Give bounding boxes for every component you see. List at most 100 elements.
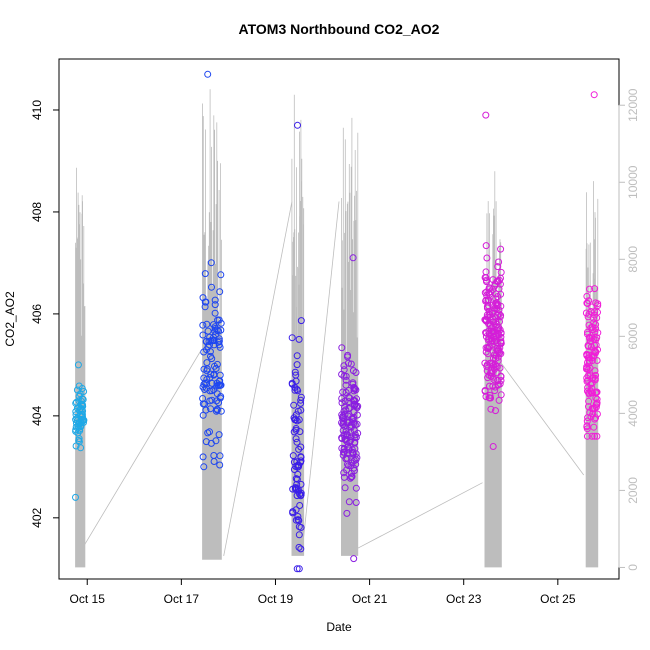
data-point xyxy=(338,344,346,352)
data-point xyxy=(584,343,592,350)
y-tick-label: 410 xyxy=(30,100,44,120)
data-point xyxy=(482,393,490,401)
data-point xyxy=(585,321,593,329)
data-point xyxy=(585,397,593,405)
data-point xyxy=(72,416,80,424)
data-point xyxy=(487,324,495,332)
data-point xyxy=(484,336,492,344)
co2-points xyxy=(72,70,602,573)
data-point xyxy=(292,371,300,379)
data-point xyxy=(594,329,602,337)
data-point xyxy=(350,385,358,393)
secondary-series-connector xyxy=(303,201,340,537)
data-point xyxy=(583,422,591,430)
data-point xyxy=(295,416,303,424)
data-point xyxy=(72,419,80,427)
x-axis-label: Date xyxy=(326,620,352,634)
data-point xyxy=(295,445,303,453)
data-point xyxy=(487,369,495,377)
data-point xyxy=(210,321,217,329)
data-point xyxy=(592,414,600,422)
data-point xyxy=(75,382,83,390)
data-point xyxy=(291,368,299,376)
data-point xyxy=(496,380,504,388)
data-point xyxy=(294,470,302,478)
data-point xyxy=(339,388,347,396)
data-point xyxy=(587,380,595,388)
data-point xyxy=(215,431,223,439)
data-point xyxy=(493,302,501,310)
data-point xyxy=(217,407,225,415)
data-point xyxy=(210,458,218,465)
data-point xyxy=(483,367,491,375)
data-point xyxy=(216,288,224,296)
data-point xyxy=(584,359,591,366)
data-point xyxy=(585,389,592,397)
data-point xyxy=(340,444,348,452)
data-point xyxy=(352,460,360,468)
data-point xyxy=(202,406,210,414)
data-point xyxy=(292,416,300,424)
data-point xyxy=(588,379,596,387)
secondary-series xyxy=(75,89,599,568)
data-point xyxy=(497,377,505,384)
data-point xyxy=(207,259,215,267)
data-point xyxy=(72,408,80,416)
data-point xyxy=(75,435,83,443)
data-point xyxy=(208,396,216,404)
data-point xyxy=(484,345,492,353)
data-point xyxy=(586,364,594,372)
secondary-tick-label: 10000 xyxy=(626,165,640,199)
secondary-series-connector xyxy=(501,363,585,476)
data-point xyxy=(344,351,352,359)
data-point xyxy=(209,337,217,345)
data-point xyxy=(213,390,221,398)
data-point xyxy=(293,438,301,446)
data-point xyxy=(342,372,350,380)
data-point xyxy=(589,389,596,397)
data-point xyxy=(297,317,305,325)
data-point xyxy=(495,396,503,404)
data-point xyxy=(351,438,359,446)
data-point xyxy=(585,310,593,318)
data-point xyxy=(494,277,502,285)
data-point xyxy=(495,324,503,332)
data-point xyxy=(216,377,224,385)
data-point xyxy=(492,314,500,322)
data-point xyxy=(211,296,219,304)
data-point xyxy=(206,428,213,436)
data-point xyxy=(589,374,596,382)
data-point xyxy=(347,360,355,368)
data-point xyxy=(497,302,505,310)
data-point xyxy=(78,419,85,427)
data-point xyxy=(296,428,304,436)
data-point xyxy=(593,388,601,396)
data-point xyxy=(292,426,300,434)
data-point xyxy=(297,396,305,404)
x-tick-label: Oct 17 xyxy=(164,592,200,606)
data-point xyxy=(291,484,299,492)
data-point xyxy=(295,335,303,343)
data-point xyxy=(350,464,358,472)
secondary-series-spikes xyxy=(75,89,599,568)
data-point xyxy=(491,383,499,391)
data-point xyxy=(497,245,505,253)
data-point xyxy=(482,242,490,250)
secondary-series-connector xyxy=(357,482,483,549)
data-point xyxy=(339,421,347,429)
data-point xyxy=(491,387,499,395)
data-point xyxy=(490,363,498,371)
data-point xyxy=(341,397,349,405)
data-point xyxy=(492,295,500,303)
x-tick-label: Oct 19 xyxy=(258,592,294,606)
data-point xyxy=(297,443,305,451)
data-point xyxy=(202,384,210,392)
data-point xyxy=(489,443,497,450)
data-point xyxy=(294,407,302,415)
data-point xyxy=(481,387,489,395)
data-point xyxy=(340,469,348,477)
data-point xyxy=(294,463,302,471)
data-point xyxy=(211,301,219,309)
data-point xyxy=(295,565,303,573)
data-point xyxy=(343,438,351,445)
